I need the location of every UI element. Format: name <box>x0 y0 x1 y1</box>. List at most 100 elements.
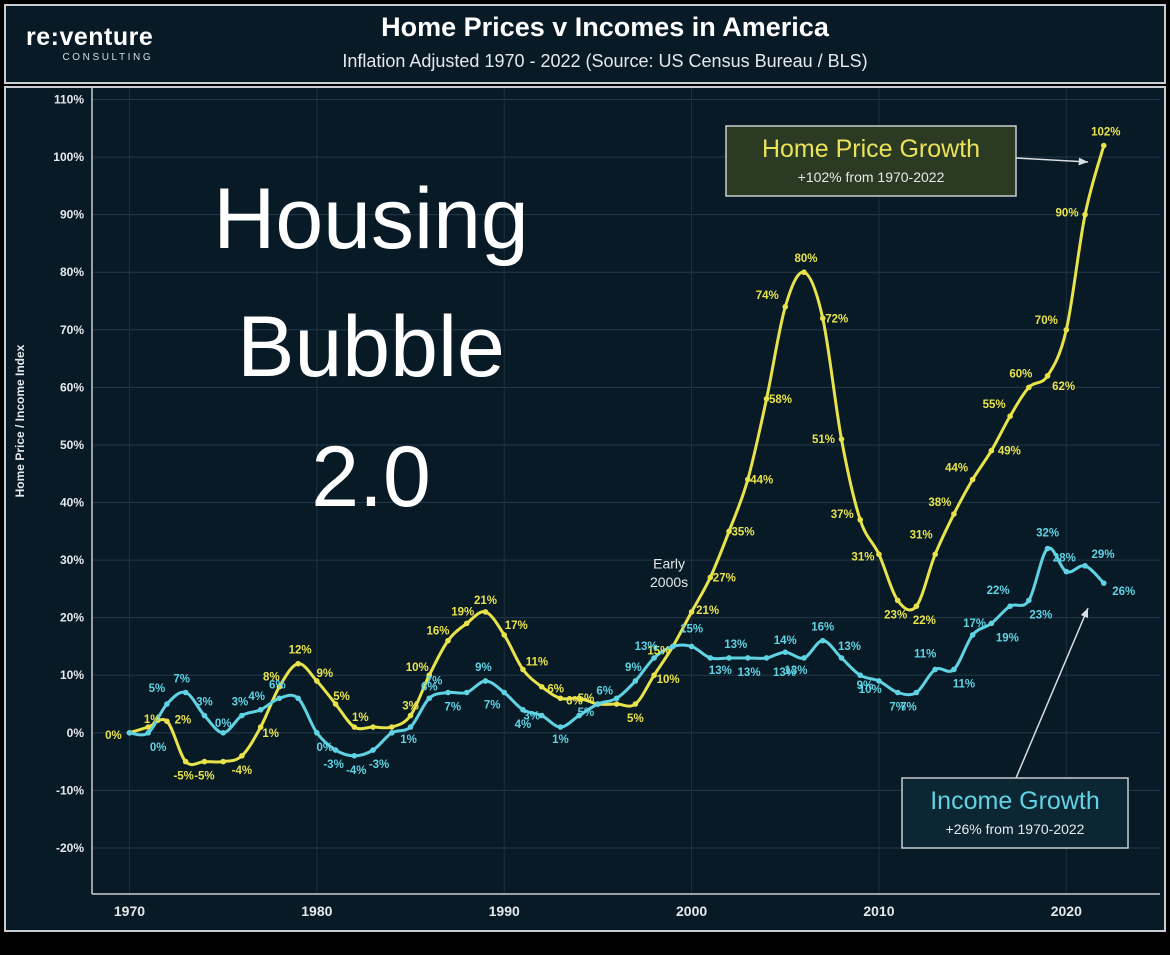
data-point-1 <box>651 655 657 661</box>
data-point-1 <box>388 730 395 736</box>
data-label: 21% <box>696 605 719 617</box>
data-label: 16% <box>426 626 449 638</box>
brand-name: re:venture <box>26 23 154 51</box>
y-tick-label: 10% <box>60 668 84 682</box>
annotation-text: 2000s <box>650 574 688 590</box>
data-label: 6% <box>596 685 613 697</box>
callout-arrow <box>1015 607 1089 779</box>
y-axis-label: Home Price / Income Index <box>13 344 27 497</box>
data-label: 49% <box>998 446 1021 458</box>
data-point-1 <box>632 678 639 684</box>
data-point-1 <box>370 747 376 753</box>
data-label: 16% <box>811 622 834 634</box>
data-point-0 <box>951 511 957 517</box>
data-label: 72% <box>825 313 848 325</box>
data-label: 8% <box>263 672 280 684</box>
data-point-0 <box>932 551 938 558</box>
y-tick-label: 50% <box>60 438 84 452</box>
data-point-0 <box>351 724 358 730</box>
axes: -20% -10% 0% 10% 20% 30% 40% 50% 60% 70% 80% 90% 100… <box>13 88 1160 919</box>
data-point-0 <box>220 758 226 765</box>
data-label: 14% <box>774 635 797 647</box>
data-point-1 <box>1026 597 1032 604</box>
data-point-1 <box>1007 603 1013 609</box>
chart-subtitle: Inflation Adjusted 1970 - 2022 (Source: … <box>342 51 868 71</box>
data-label: 1% <box>400 734 417 746</box>
data-point-0 <box>726 528 732 535</box>
data-point-1 <box>482 678 489 684</box>
data-label: 6% <box>566 695 583 707</box>
data-point-1 <box>988 620 995 627</box>
data-label: 31% <box>851 551 874 563</box>
data-labels: 0%1% 2%-5% -5% -4%1%8%12%9%5%1%3%10%16%19%2… <box>105 127 1135 783</box>
data-point-1 <box>501 689 508 696</box>
data-label: -5% <box>173 771 193 783</box>
data-label: 5% <box>627 713 644 725</box>
data-point-1 <box>295 695 301 702</box>
data-label: 7% <box>484 700 501 712</box>
y-tick-label: 20% <box>60 611 84 625</box>
data-point-0 <box>332 701 339 707</box>
data-point-1 <box>220 730 226 736</box>
data-label: 60% <box>1009 368 1032 380</box>
data-point-0 <box>969 476 976 483</box>
data-label: 13% <box>773 667 796 679</box>
data-label: 12% <box>289 645 312 657</box>
data-point-0 <box>632 701 639 707</box>
callout-arrow <box>1015 157 1089 163</box>
data-label: 10% <box>406 662 429 674</box>
data-point-0 <box>819 315 826 322</box>
data-label: 5% <box>578 693 595 705</box>
data-point-1 <box>688 643 695 650</box>
y-tick-label: -10% <box>56 783 84 797</box>
data-label: 55% <box>983 399 1006 411</box>
data-point-0 <box>520 666 526 673</box>
data-point-1 <box>520 706 526 713</box>
overlay-line-3: 2.0 <box>311 429 431 525</box>
data-point-0 <box>1063 327 1070 333</box>
data-label: 102% <box>1091 127 1120 139</box>
data-label: 27% <box>713 572 736 584</box>
callout-arrow-head <box>1080 608 1088 618</box>
data-label: 58% <box>769 394 792 406</box>
line-chart: -20% -10% 0% 10% 20% 30% 40% 50% 60% 70% 80% 90% 100… <box>13 88 1160 919</box>
data-point-1 <box>426 695 433 702</box>
data-point-0 <box>838 436 845 442</box>
y-tick-label: -20% <box>56 841 84 855</box>
data-label: 17% <box>505 620 528 632</box>
data-point-0 <box>1100 142 1107 149</box>
data-label: 1% <box>144 714 161 726</box>
data-label: -5% <box>194 771 214 783</box>
data-label: 10% <box>657 674 680 686</box>
y-tick-label: 100% <box>53 150 84 164</box>
data-label: 62% <box>1052 381 1075 393</box>
x-tick-label: 2020 <box>1051 903 1082 919</box>
data-label: 13% <box>635 641 658 653</box>
data-point-1 <box>276 695 283 702</box>
data-label: 6% <box>269 679 286 691</box>
data-point-0 <box>894 597 901 604</box>
callout-title: Home Price Growth <box>762 135 980 163</box>
data-point-1 <box>857 672 864 679</box>
data-point-0 <box>744 476 751 483</box>
data-point-1 <box>707 655 714 661</box>
data-point-0 <box>482 609 489 615</box>
data-point-1 <box>763 655 770 661</box>
data-label: 5% <box>149 683 166 695</box>
data-label: 3% <box>523 711 540 723</box>
data-point-0 <box>988 447 995 454</box>
data-point-1 <box>182 689 189 696</box>
chart-header: re:venture CONSULTING Home Prices v Inco… <box>4 4 1166 84</box>
data-point-1 <box>314 730 320 736</box>
data-point-0 <box>707 574 714 581</box>
annotation-text: Early <box>653 556 685 572</box>
data-label: 70% <box>1035 315 1058 327</box>
data-point-1 <box>894 689 901 696</box>
data-point-0 <box>314 678 320 684</box>
data-point-1 <box>538 712 545 719</box>
data-label: 44% <box>945 462 968 474</box>
data-label: 23% <box>884 609 907 621</box>
data-point-0 <box>407 712 414 719</box>
callout-detail: +102% from 1970-2022 <box>798 169 945 185</box>
